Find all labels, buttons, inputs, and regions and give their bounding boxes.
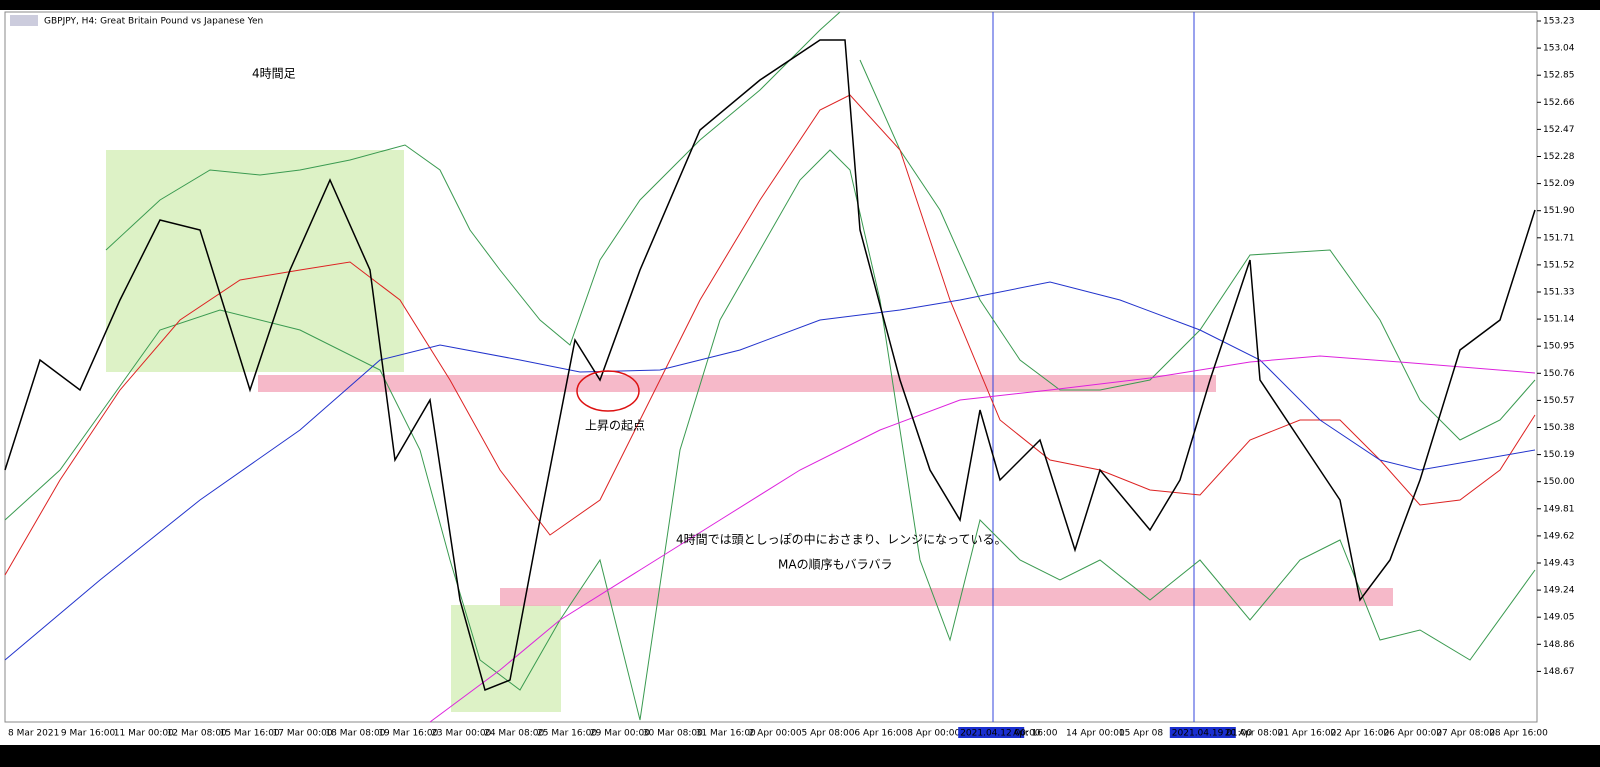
price-label: 152.85 — [1543, 71, 1575, 81]
price-label: 149.62 — [1543, 531, 1575, 541]
time-label: 2021.04.19 01:00 — [1172, 729, 1253, 739]
time-label: 28 Apr 16:00 — [1489, 729, 1548, 739]
price-label: 152.66 — [1543, 98, 1575, 108]
time-label: 19 Mar 16:00 — [378, 729, 438, 739]
time-label: 5 Apr 08:00 — [802, 729, 855, 739]
bollinger-lower — [4, 149, 1536, 721]
time-label: 2021.04.12 00:00 — [960, 729, 1041, 739]
moving-average — [4, 281, 1536, 661]
price-label: 149.24 — [1543, 586, 1575, 596]
price-line — [4, 39, 1536, 692]
time-label: 23 Mar 00:00 — [431, 729, 491, 739]
time-label: 20 Apr 08:00 — [1225, 729, 1284, 739]
price-label: 152.09 — [1543, 179, 1575, 189]
bollinger-upper — [859, 59, 1536, 441]
price-label: 150.00 — [1543, 477, 1575, 487]
annotation: 4時間では頭としっぽの中におさまり、レンジになっている。 — [676, 532, 1007, 547]
window-title: GBPJPY, H4: Great Britain Pound vs Japan… — [44, 17, 263, 27]
moving-average — [429, 355, 1536, 723]
zone-box — [451, 605, 561, 712]
time-label: 9 Mar 16:00 — [61, 729, 116, 739]
time-label: 8 Apr 00:00 — [907, 729, 960, 739]
price-axis: 153.23 153.04 152.85 152.66 152.47 152.28 152.… — [1537, 17, 1575, 677]
price-label: 150.95 — [1543, 342, 1575, 352]
price-label: 150.57 — [1543, 396, 1575, 406]
time-label: Apr 16:00 — [1013, 729, 1058, 739]
price-label: 149.05 — [1543, 613, 1575, 623]
time-label: 15 Mar 16:00 — [220, 729, 280, 739]
time-label: 31 Mar 16:00 — [696, 729, 756, 739]
zone-box — [106, 150, 404, 372]
price-label: 150.76 — [1543, 369, 1575, 379]
annotation: MAの順序もバラバラ — [778, 557, 892, 572]
price-label: 151.33 — [1543, 288, 1575, 298]
time-label-highlight — [1169, 727, 1236, 738]
price-label: 152.47 — [1543, 125, 1575, 135]
time-label: 17 Mar 00:00 — [273, 729, 333, 739]
time-label: 12 Mar 08:00 — [167, 729, 227, 739]
time-label-highlight — [958, 727, 1025, 738]
time-label: 18 Mar 08:00 — [325, 729, 385, 739]
time-label: 2 Apr 00:00 — [749, 729, 802, 739]
time-label: 6 Apr 16:00 — [854, 729, 907, 739]
price-label: 152.28 — [1543, 152, 1575, 162]
price-label: 148.67 — [1543, 667, 1575, 677]
price-label: 150.19 — [1543, 450, 1575, 460]
time-label: 21 Apr 16:00 — [1278, 729, 1337, 739]
time-label: 27 Apr 08:00 — [1436, 729, 1495, 739]
price-label: 153.23 — [1543, 17, 1575, 27]
toolbar-icon — [10, 15, 38, 26]
annotation: 4時間足 — [252, 67, 296, 81]
price-label: 151.71 — [1543, 233, 1575, 243]
price-label: 151.52 — [1543, 260, 1575, 270]
bollinger-upper — [105, 11, 841, 346]
resistance-band — [258, 375, 1216, 392]
annotation: 上昇の起点 — [585, 419, 645, 433]
price-label: 149.81 — [1543, 504, 1575, 514]
price-label: 151.90 — [1543, 206, 1575, 216]
time-label: 24 Mar 08:00 — [484, 729, 544, 739]
time-label: 25 Mar 16:00 — [537, 729, 597, 739]
moving-average — [4, 94, 1536, 576]
time-label: 26 Apr 00:00 — [1383, 729, 1442, 739]
time-label: 14 Apr 00:00 — [1066, 729, 1125, 739]
price-label: 153.04 — [1543, 44, 1575, 54]
price-label: 148.86 — [1543, 640, 1575, 650]
price-label: 151.14 — [1543, 315, 1575, 325]
time-label: 30 Mar 08:00 — [643, 729, 703, 739]
time-label: 15 Apr 08 — [1119, 729, 1163, 739]
price-label: 149.43 — [1543, 559, 1575, 569]
time-label: 11 Mar 00:00 — [114, 729, 174, 739]
price-label: 150.38 — [1543, 423, 1575, 433]
highlight-circle — [576, 370, 640, 412]
time-label: 22 Apr 16:00 — [1331, 729, 1390, 739]
support-band — [500, 588, 1393, 606]
time-label: 8 Mar 2021 — [8, 729, 59, 739]
time-label: 29 Mar 00:00 — [590, 729, 650, 739]
